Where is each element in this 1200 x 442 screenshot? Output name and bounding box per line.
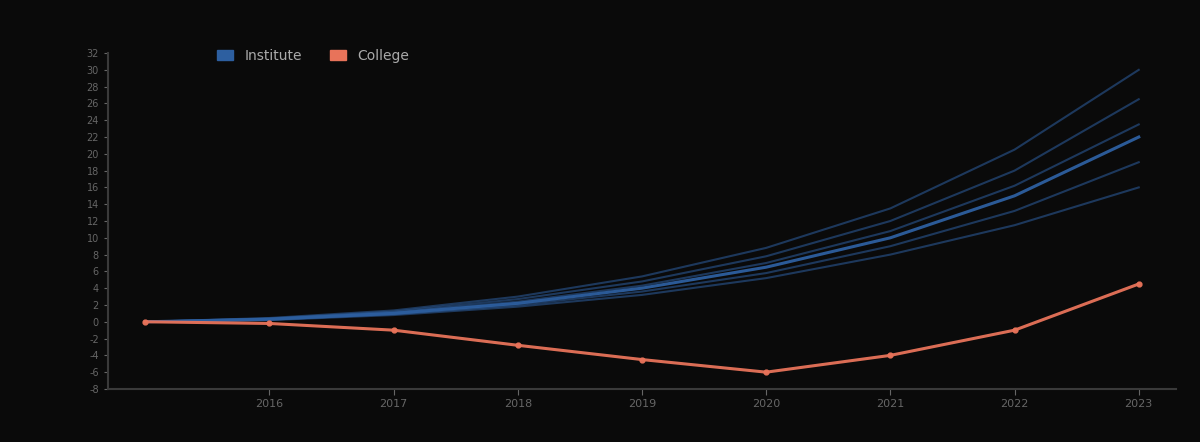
Institute [386, 311, 401, 316]
Institute [758, 264, 773, 270]
Line: Institute: Institute [145, 137, 1139, 322]
Institute [1132, 134, 1146, 140]
College [138, 319, 152, 324]
College [1132, 282, 1146, 287]
College [883, 353, 898, 358]
College [511, 343, 526, 348]
College [386, 328, 401, 333]
Line: College: College [143, 282, 1141, 374]
College [635, 357, 649, 362]
College [263, 321, 277, 326]
Institute [138, 319, 152, 324]
College [758, 370, 773, 375]
Institute [511, 301, 526, 306]
Institute [883, 235, 898, 240]
College [1007, 328, 1021, 333]
Legend: Institute, College: Institute, College [211, 43, 415, 69]
Institute [1007, 193, 1021, 198]
Institute [635, 286, 649, 291]
Institute [263, 316, 277, 322]
